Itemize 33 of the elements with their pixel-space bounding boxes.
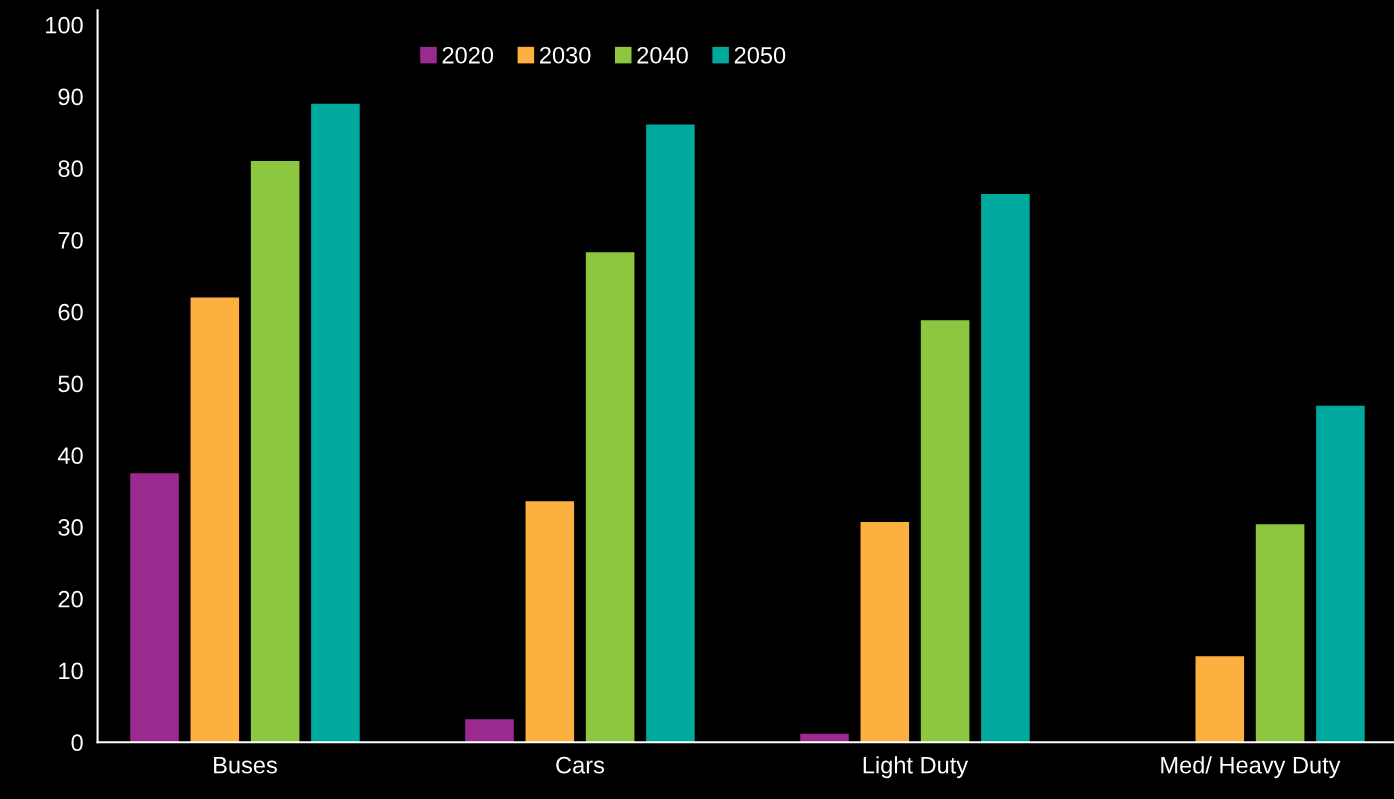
x-tick-label: Buses [214,757,277,774]
legend-label: 2040 [637,46,688,64]
y-tick-label: 50 [58,375,83,393]
bar [981,194,1030,743]
bar [311,103,360,743]
bar [646,124,695,743]
y-tick-label: 20 [58,590,83,608]
bar [860,521,910,743]
y-tick-label: 80 [58,160,83,178]
bar [1316,405,1365,743]
legend-label: 2020 [442,46,494,64]
x-tick-label: Med/ Heavy Duty [1161,756,1341,779]
bar [190,297,240,743]
y-tick-label: 40 [57,447,83,465]
y-tick-label: 90 [58,88,83,106]
bar [465,719,514,743]
bar [1255,524,1305,743]
bar [1195,656,1245,743]
bar [250,161,300,743]
y-tick-label: 70 [58,232,83,249]
legend-label: 2030 [540,46,591,64]
x-tick-label: Cars [556,756,605,774]
bar [585,252,635,743]
y-tick-label: 10 [59,662,83,680]
y-tick-label: 0 [71,734,83,752]
legend-label: 2050 [734,46,786,64]
y-tick-label: 60 [58,303,83,321]
bar [130,473,179,743]
y-tick-label: 30 [58,519,83,536]
bar [920,320,970,743]
x-tick-label: Light Duty [863,756,969,779]
bar [525,501,575,743]
y-tick-label: 100 [46,16,83,34]
